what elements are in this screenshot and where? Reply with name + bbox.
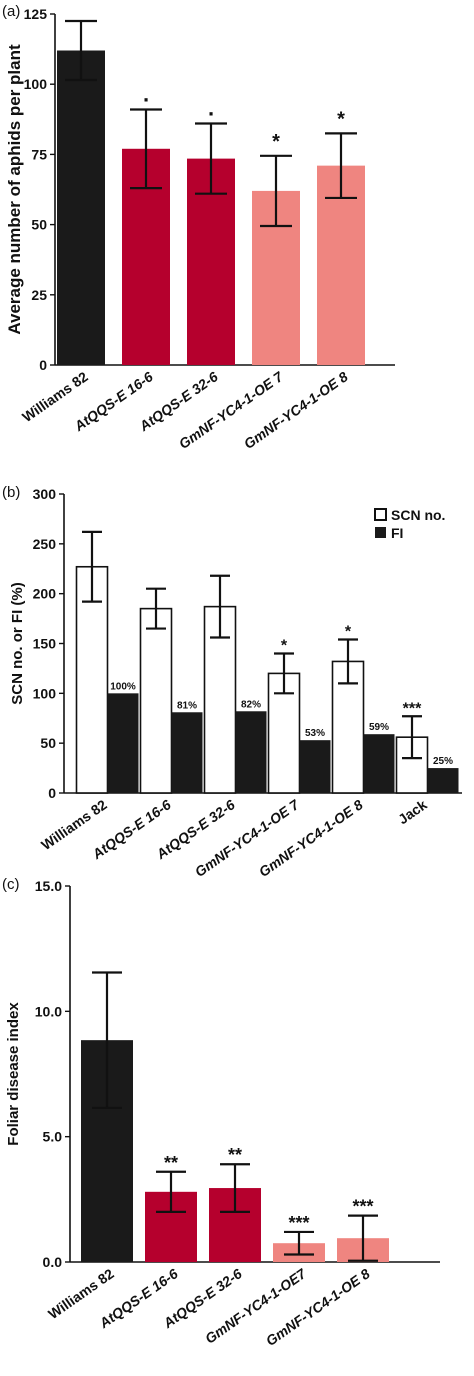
data-label: 59% xyxy=(369,722,389,733)
bar-fi xyxy=(363,734,395,793)
data-label: 81% xyxy=(177,700,197,711)
significance-marker: ** xyxy=(228,1145,242,1165)
significance-marker: * xyxy=(281,637,288,654)
x-tick-label: GmNF-YC4-1-OE 7 xyxy=(176,368,287,452)
y-tick-label: 150 xyxy=(33,636,57,652)
y-tick-label: 0 xyxy=(48,785,56,801)
data-label: 100% xyxy=(110,681,136,692)
bar xyxy=(57,50,105,366)
data-label: 82% xyxy=(241,699,261,710)
y-tick-label: 25 xyxy=(31,287,47,303)
y-tick-label: 50 xyxy=(40,735,56,751)
y-tick-label: 100 xyxy=(24,76,48,92)
y-tick-label: 5.0 xyxy=(43,1129,63,1145)
y-tick-label: 50 xyxy=(31,217,47,233)
legend-label-scn: SCN no. xyxy=(391,507,445,523)
bar-fi xyxy=(427,768,459,793)
bar-scn xyxy=(75,565,109,794)
data-label: 25% xyxy=(433,756,453,767)
significance-marker: . xyxy=(143,81,149,106)
y-tick-label: 0.0 xyxy=(43,1254,63,1270)
y-tick-label: 0 xyxy=(39,357,47,373)
bar-scn xyxy=(139,607,173,794)
significance-marker: *** xyxy=(288,1213,309,1233)
panel-label: (b) xyxy=(2,484,20,501)
y-tick-label: 10.0 xyxy=(35,1003,62,1019)
significance-marker: . xyxy=(208,96,214,121)
panel-label: (c) xyxy=(2,876,20,893)
significance-marker: * xyxy=(272,131,280,153)
y-tick-label: 200 xyxy=(33,586,57,602)
legend-label-fi: FI xyxy=(391,525,403,541)
bar-fi xyxy=(171,712,203,793)
y-tick-label: 125 xyxy=(24,6,48,22)
bar-fi xyxy=(107,693,139,793)
panel-0: (a) Average number of aphids per plant 0 25… xyxy=(2,3,395,452)
y-tick-label: 15.0 xyxy=(35,878,62,894)
x-tick-label: GmNF-YC4-1-OE 7 xyxy=(192,796,303,880)
y-tick-label: 250 xyxy=(33,536,57,552)
y-tick-label: 100 xyxy=(33,685,57,701)
significance-marker: *** xyxy=(403,700,422,717)
legend: SCN no. FI xyxy=(374,507,445,541)
significance-marker: *** xyxy=(352,1197,373,1217)
y-axis-label: Average number of aphids per plant xyxy=(5,44,24,335)
significance-marker: * xyxy=(345,624,352,641)
y-axis-label: SCN no. or FI (%) xyxy=(9,582,26,705)
x-tick-label: GmNF-YC4-1-OE 8 xyxy=(256,796,366,880)
significance-marker: ** xyxy=(164,1153,178,1173)
legend-swatch-fi xyxy=(375,527,386,538)
y-tick-label: 75 xyxy=(31,146,47,162)
x-tick-label: Jack xyxy=(395,796,430,827)
legend-swatch-scn xyxy=(374,508,387,521)
panel-1: (b) SCN no. or FI (%) 0 50 100 150 200 250 300 10… xyxy=(2,484,462,880)
y-axis-label: Foliar disease index xyxy=(5,1002,22,1146)
bar-fi xyxy=(235,711,267,793)
panel-label: (a) xyxy=(2,3,20,20)
y-tick-label: 300 xyxy=(33,486,57,502)
data-label: 53% xyxy=(305,728,325,739)
x-tick-label: GmNF-YC4-1-OE 8 xyxy=(263,1265,373,1349)
bar-fi xyxy=(299,740,331,793)
significance-marker: * xyxy=(337,108,345,130)
